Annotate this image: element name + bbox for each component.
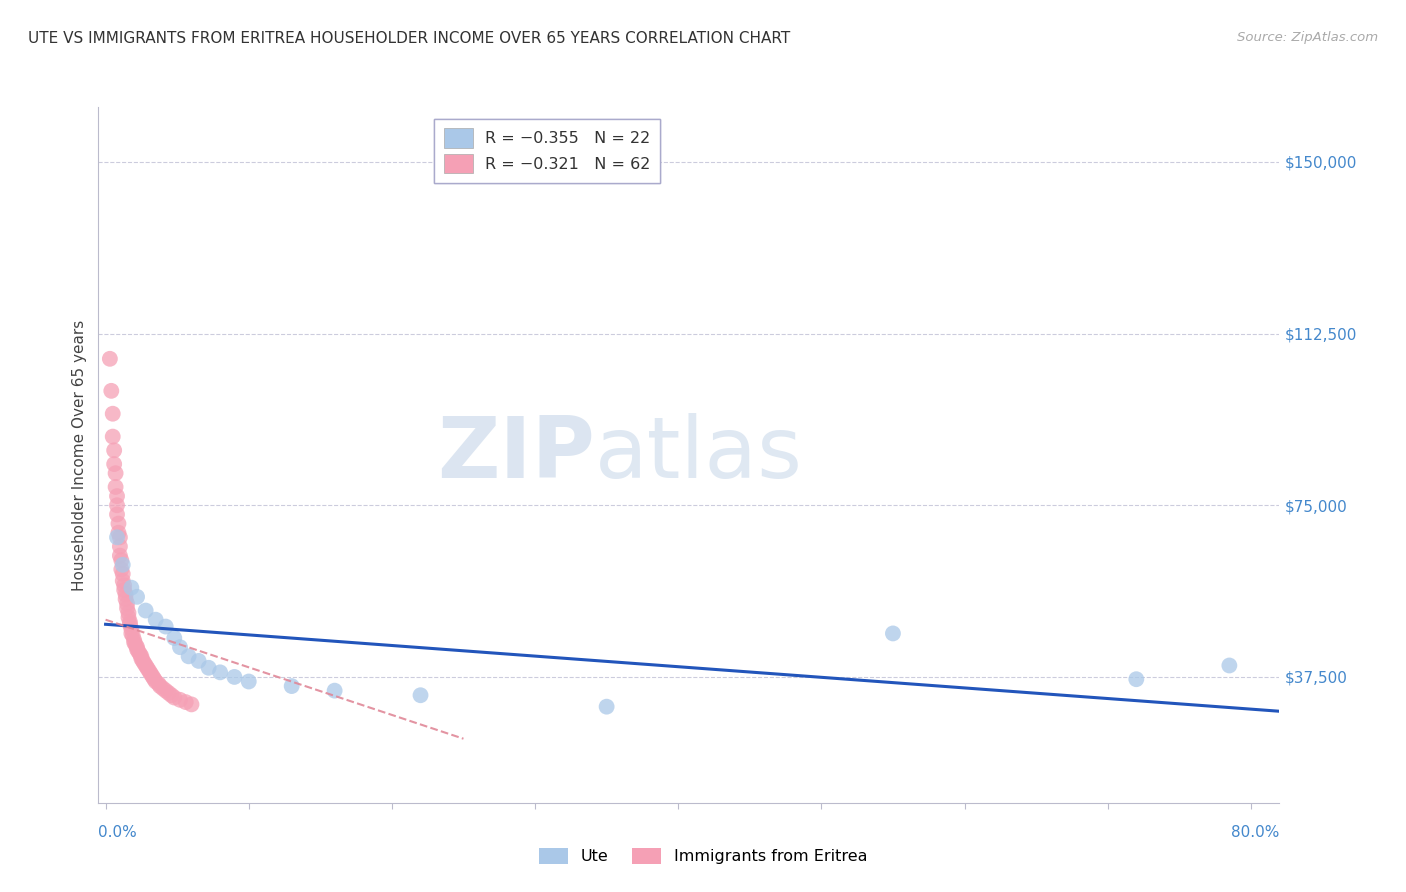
Point <box>131 649 153 664</box>
Point <box>134 656 156 670</box>
Point <box>169 640 191 655</box>
Point <box>110 562 132 576</box>
Point <box>108 530 131 544</box>
Legend: Ute, Immigrants from Eritrea: Ute, Immigrants from Eritrea <box>533 841 873 871</box>
Point <box>155 683 177 698</box>
Point <box>112 578 135 592</box>
Point <box>149 679 172 693</box>
Point <box>180 698 202 712</box>
Text: 80.0%: 80.0% <box>1232 825 1279 840</box>
Point <box>115 597 138 611</box>
Point <box>595 699 617 714</box>
Point <box>103 443 125 458</box>
Point <box>118 617 141 632</box>
Point <box>177 649 200 664</box>
Point <box>105 489 128 503</box>
Point <box>138 663 160 677</box>
Point <box>112 582 135 597</box>
Point <box>114 588 136 602</box>
Point <box>163 690 186 705</box>
Point <box>120 581 142 595</box>
Point <box>135 603 157 617</box>
Point <box>117 606 139 620</box>
Point <box>125 640 148 655</box>
Point <box>114 592 136 607</box>
Point <box>1218 658 1240 673</box>
Point <box>122 633 145 648</box>
Point <box>121 629 143 643</box>
Point <box>128 645 150 659</box>
Point <box>120 626 142 640</box>
Point <box>187 654 209 668</box>
Point <box>323 683 346 698</box>
Point <box>155 619 177 633</box>
Point <box>129 647 152 661</box>
Text: 0.0%: 0.0% <box>98 825 138 840</box>
Text: UTE VS IMMIGRANTS FROM ERITREA HOUSEHOLDER INCOME OVER 65 YEARS CORRELATION CHAR: UTE VS IMMIGRANTS FROM ERITREA HOUSEHOLD… <box>28 31 790 46</box>
Point <box>117 610 139 624</box>
Point <box>110 553 132 567</box>
Point <box>145 674 167 689</box>
Point <box>118 615 141 629</box>
Point <box>136 661 159 675</box>
Point <box>238 674 260 689</box>
Point <box>163 631 186 645</box>
Text: atlas: atlas <box>595 413 803 497</box>
Point <box>142 670 165 684</box>
Point <box>160 688 183 702</box>
Point <box>124 638 146 652</box>
Point <box>197 661 219 675</box>
Point <box>105 530 128 544</box>
Point <box>224 670 246 684</box>
Text: Source: ZipAtlas.com: Source: ZipAtlas.com <box>1237 31 1378 45</box>
Point <box>98 351 121 366</box>
Point <box>107 525 129 540</box>
Point <box>148 677 170 691</box>
Point <box>111 558 134 572</box>
Point <box>105 508 128 522</box>
Point <box>111 566 134 581</box>
Point <box>120 622 142 636</box>
Y-axis label: Householder Income Over 65 years: Householder Income Over 65 years <box>72 319 87 591</box>
Point <box>139 665 162 680</box>
Point <box>157 686 180 700</box>
Point <box>209 665 232 680</box>
Point <box>101 429 124 443</box>
Point <box>882 626 904 640</box>
Point <box>111 574 134 588</box>
Point <box>131 651 153 665</box>
Point <box>103 457 125 471</box>
Point <box>141 667 163 681</box>
Point <box>100 384 122 398</box>
Point <box>101 407 124 421</box>
Point <box>132 654 155 668</box>
Point <box>169 693 191 707</box>
Point <box>1125 672 1147 686</box>
Point <box>135 658 157 673</box>
Point <box>143 672 166 686</box>
Point <box>104 480 127 494</box>
Point <box>125 642 148 657</box>
Point <box>125 590 148 604</box>
Point <box>152 681 174 696</box>
Point <box>409 688 432 702</box>
Point <box>280 679 302 693</box>
Point <box>108 540 131 554</box>
Point <box>115 601 138 615</box>
Legend: R = −0.355   N = 22, R = −0.321   N = 62: R = −0.355 N = 22, R = −0.321 N = 62 <box>434 119 661 183</box>
Point <box>145 613 167 627</box>
Point <box>174 695 197 709</box>
Point <box>104 467 127 481</box>
Point <box>122 635 145 649</box>
Point <box>105 498 128 512</box>
Point <box>108 549 131 563</box>
Text: ZIP: ZIP <box>437 413 595 497</box>
Point <box>107 516 129 531</box>
